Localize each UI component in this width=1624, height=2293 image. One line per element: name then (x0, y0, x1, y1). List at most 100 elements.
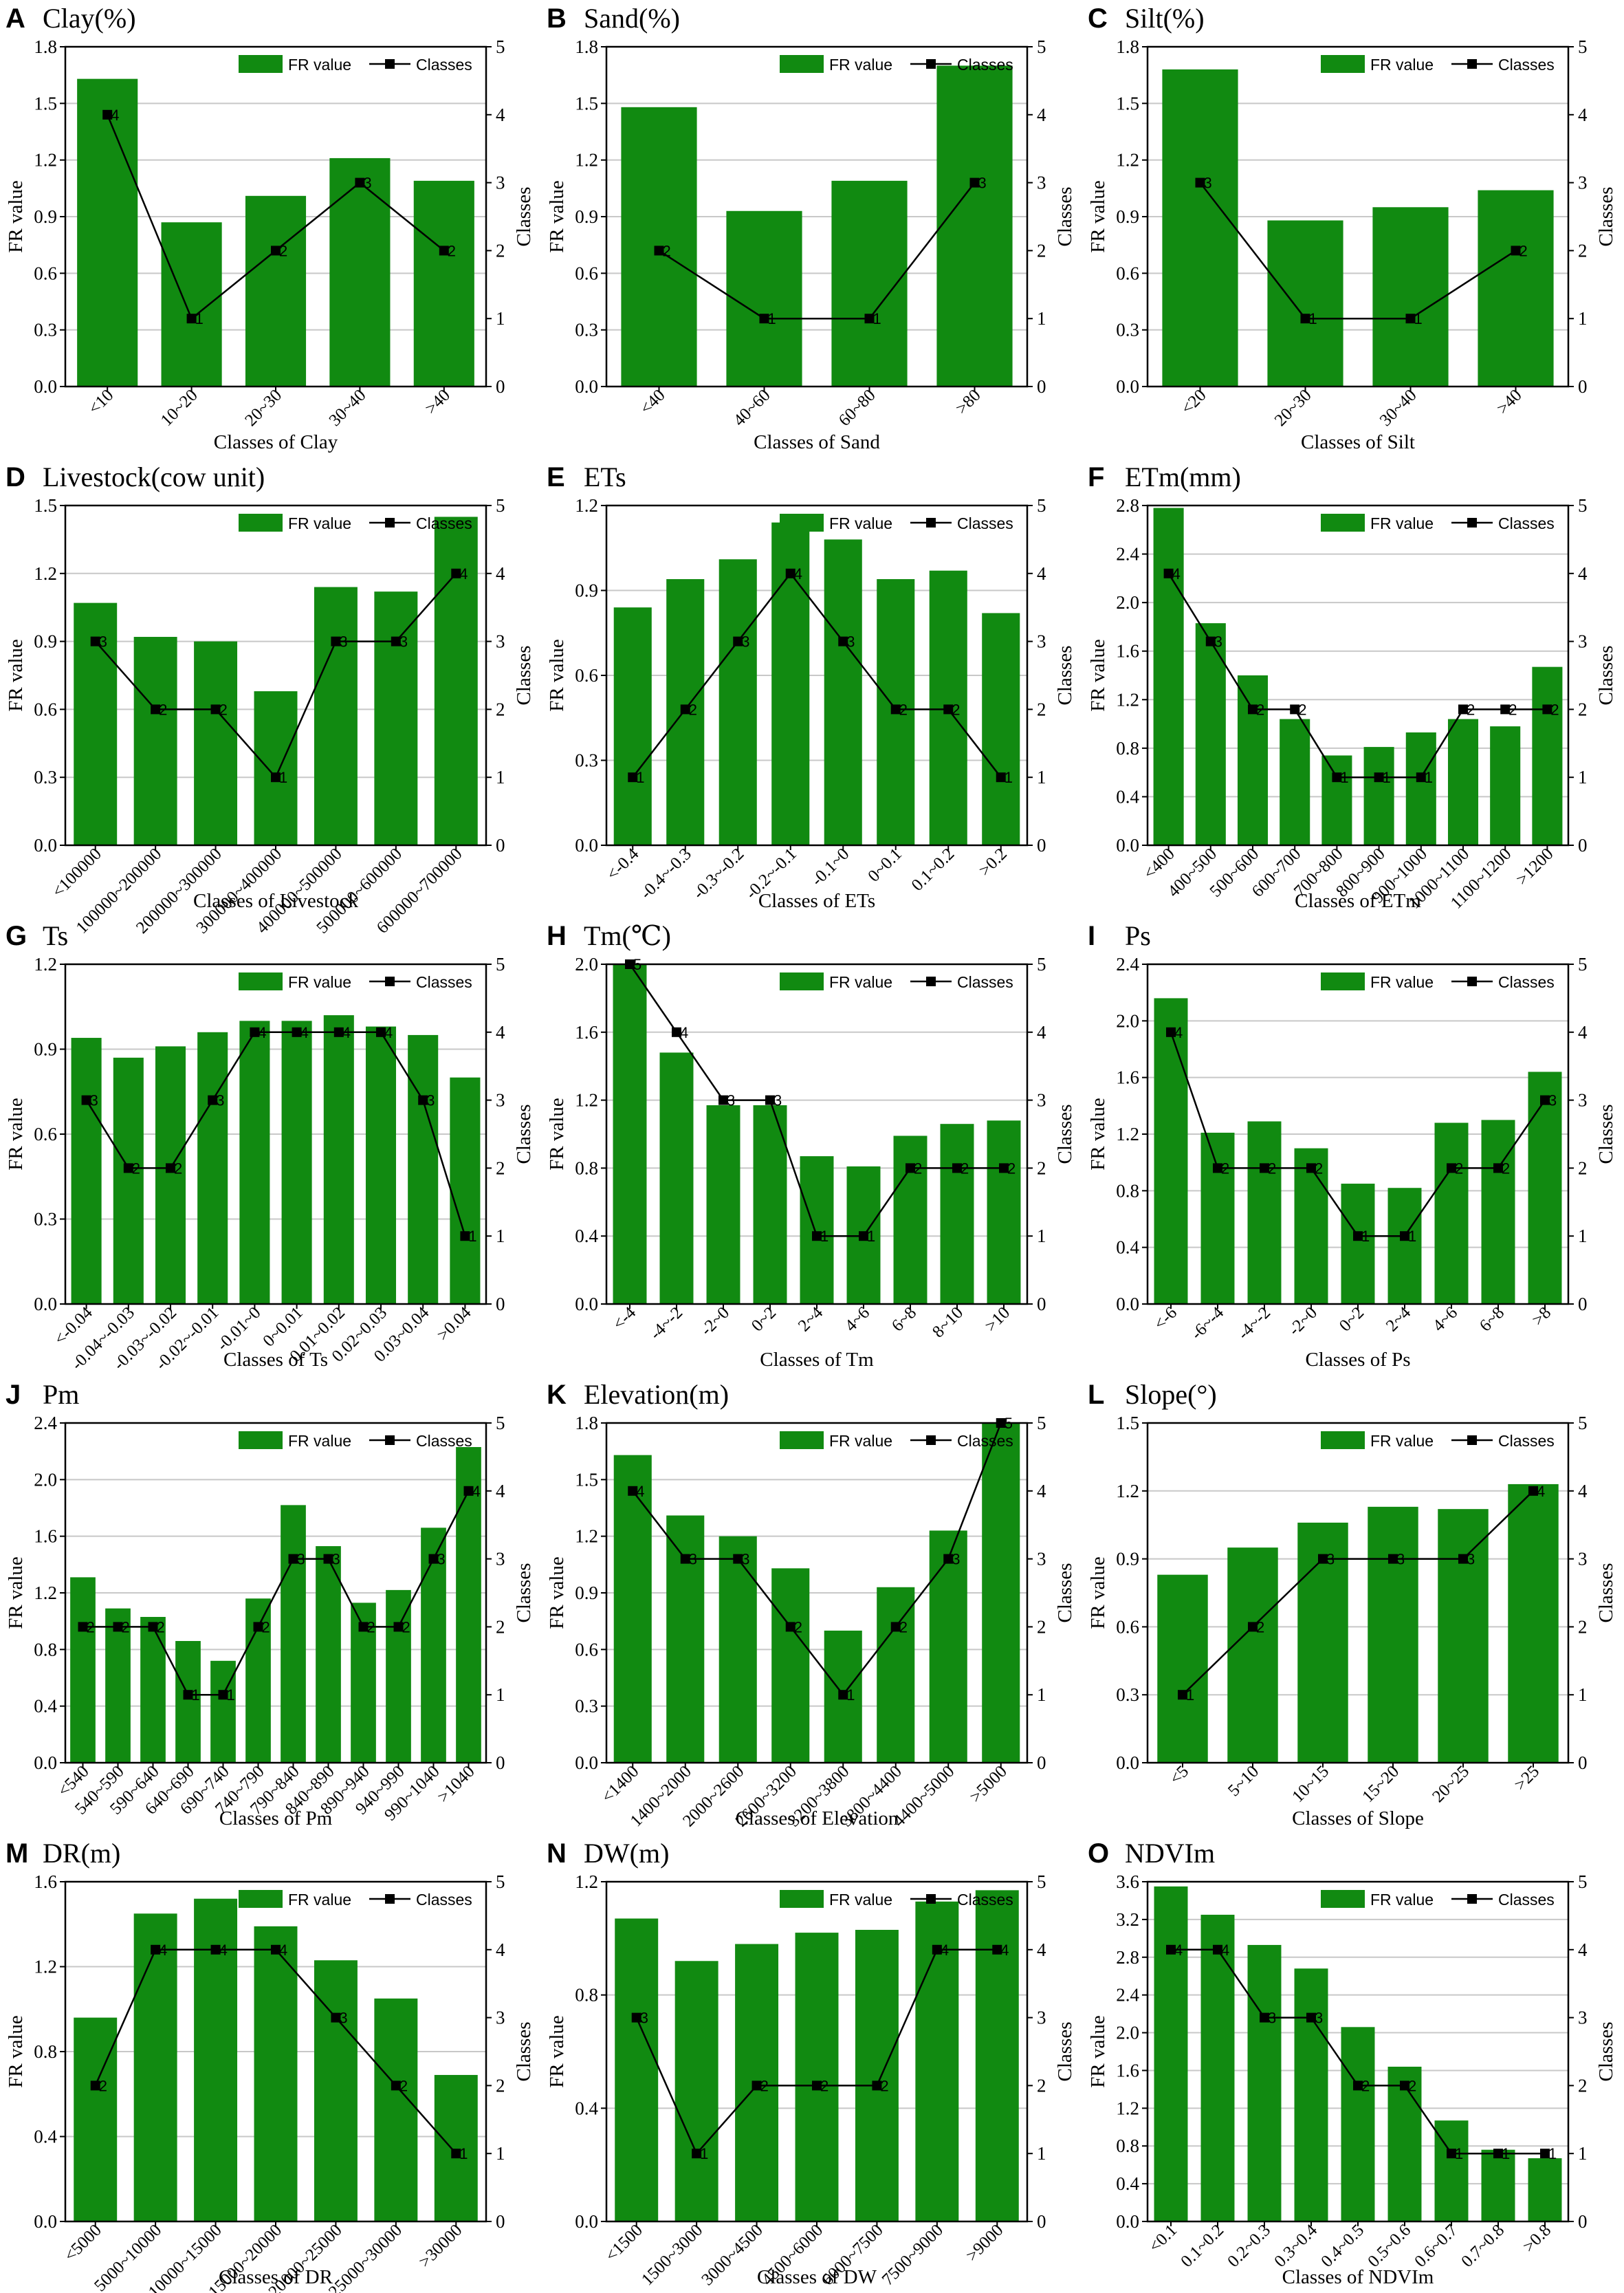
panel-letter: L (1088, 1380, 1104, 1410)
bar (615, 1918, 659, 2221)
bar (1157, 1574, 1208, 1763)
y2-tick-label: 1 (1578, 1684, 1588, 1705)
y2-axis-label: Classes (1054, 646, 1076, 706)
class-label: 4 (279, 1942, 287, 1959)
x-tick-label: -2~0 (1285, 1303, 1321, 1339)
class-label: 1 (636, 769, 644, 786)
y2-tick-label: 3 (1037, 631, 1046, 652)
class-label: 3 (332, 1551, 340, 1568)
y-tick-label: 2.0 (1116, 2023, 1139, 2043)
class-marker (102, 109, 113, 120)
legend-classes-label: Classes (957, 1432, 1013, 1450)
class-marker (451, 568, 461, 578)
bar (450, 1077, 481, 1304)
class-label: 4 (1174, 1942, 1183, 1959)
class-marker (952, 1163, 962, 1173)
y2-tick-label: 4 (496, 1481, 505, 1501)
class-label: 1 (1414, 310, 1423, 327)
legend-classes-label: Classes (1498, 1432, 1555, 1450)
class-marker (1374, 772, 1384, 783)
class-label: 1 (1309, 310, 1317, 327)
x-tick-label: >0.04 (434, 1303, 475, 1345)
y2-tick-label: 1 (496, 308, 505, 329)
x-tick-label: 20~30 (1271, 386, 1315, 430)
class-marker (812, 1231, 822, 1241)
class-label: 3 (640, 2010, 648, 2027)
bar (1481, 2149, 1515, 2221)
legend-classes-marker (385, 1894, 395, 1904)
y2-tick-label: 2 (1578, 1616, 1588, 1637)
panel-letter: O (1088, 1838, 1109, 1869)
bar (1532, 666, 1563, 845)
y-axis-label: FR value (5, 1098, 27, 1171)
y-tick-label: 1.2 (1116, 150, 1139, 171)
x-tick-label: 7500~9000 (879, 2221, 947, 2289)
x-tick-label: <40 (637, 386, 669, 418)
plot-frame (1146, 1422, 1570, 1764)
class-marker (654, 246, 664, 256)
y-tick-label: 1.2 (34, 1583, 57, 1603)
y2-axis-label: Classes (1054, 1563, 1076, 1623)
x-tick-label: 0.2~0.3 (1224, 2221, 1274, 2271)
class-label: 2 (1519, 242, 1528, 259)
class-marker (1213, 1163, 1222, 1173)
class-marker (358, 1622, 369, 1632)
y2-tick-label: 1 (496, 1684, 505, 1705)
class-label: 3 (363, 175, 371, 192)
legend-fr-swatch (1321, 1890, 1365, 1908)
class-marker (1290, 704, 1300, 715)
bar (155, 1046, 186, 1304)
class-label: 2 (961, 1160, 969, 1177)
x-tick-label: 6~8 (888, 1303, 920, 1335)
y2-tick-label: 5 (1037, 495, 1046, 516)
class-marker (333, 1027, 344, 1037)
class-label: 4 (384, 1024, 393, 1041)
bar (1153, 508, 1184, 845)
class-label: 1 (1005, 769, 1013, 786)
y-tick-label: 2.0 (1116, 1010, 1139, 1031)
x-tick-label: -4~-2 (646, 1303, 686, 1343)
bar (434, 517, 478, 845)
y-tick-label: 2.0 (34, 1469, 57, 1490)
y-axis-label: FR value (5, 1556, 27, 1629)
y-tick-label: 0.3 (1116, 1684, 1139, 1705)
legend-classes-marker (1467, 977, 1477, 986)
y2-tick-label: 2 (496, 240, 505, 261)
legend-classes-label: Classes (416, 56, 472, 74)
bar (1321, 755, 1352, 845)
y2-axis-label: Classes (1054, 187, 1076, 247)
legend-classes-label: Classes (957, 1891, 1013, 1909)
bar (1280, 719, 1310, 845)
x-tick-label: 0.3~0.4 (1271, 2221, 1321, 2271)
class-marker (292, 1027, 302, 1037)
class-label: 3 (689, 1551, 697, 1568)
chart-title: Elevation(m) (584, 1379, 729, 1410)
bar (1434, 1122, 1469, 1304)
class-marker (1400, 2080, 1409, 2091)
y-tick-label: 1.6 (1116, 1067, 1139, 1088)
x-axis-label: Classes of Ts (223, 1349, 328, 1371)
bar (77, 78, 138, 387)
class-marker (992, 1944, 1002, 1955)
y2-tick-label: 2 (1037, 240, 1046, 261)
class-label: 2 (1408, 2077, 1416, 2094)
class-marker (864, 314, 875, 324)
class-marker (628, 1486, 638, 1496)
legend-fr-label: FR value (829, 514, 892, 532)
x-tick-label: 0.1~0.2 (908, 845, 958, 895)
class-marker (1300, 314, 1310, 324)
panel-H: H Tm(℃)543 31 12 2 20.00.40.81.21.62.0012345<… (546, 920, 1076, 1371)
class-label: 3 (1548, 1092, 1557, 1109)
x-tick-label: >8 (1528, 1303, 1555, 1329)
class-label: 3 (339, 633, 347, 651)
y-tick-label: 2.4 (1116, 544, 1139, 565)
panel-letter: C (1088, 3, 1108, 34)
x-tick-label: <-6 (1150, 1303, 1181, 1334)
y-tick-label: 0.0 (1116, 376, 1139, 397)
panel-letter: B (547, 3, 567, 34)
legend-classes-label: Classes (416, 1432, 472, 1450)
class-marker (463, 1486, 474, 1496)
y-tick-label: 2.0 (1116, 592, 1139, 613)
y2-tick-label: 4 (1578, 563, 1588, 584)
bar (1195, 623, 1226, 845)
